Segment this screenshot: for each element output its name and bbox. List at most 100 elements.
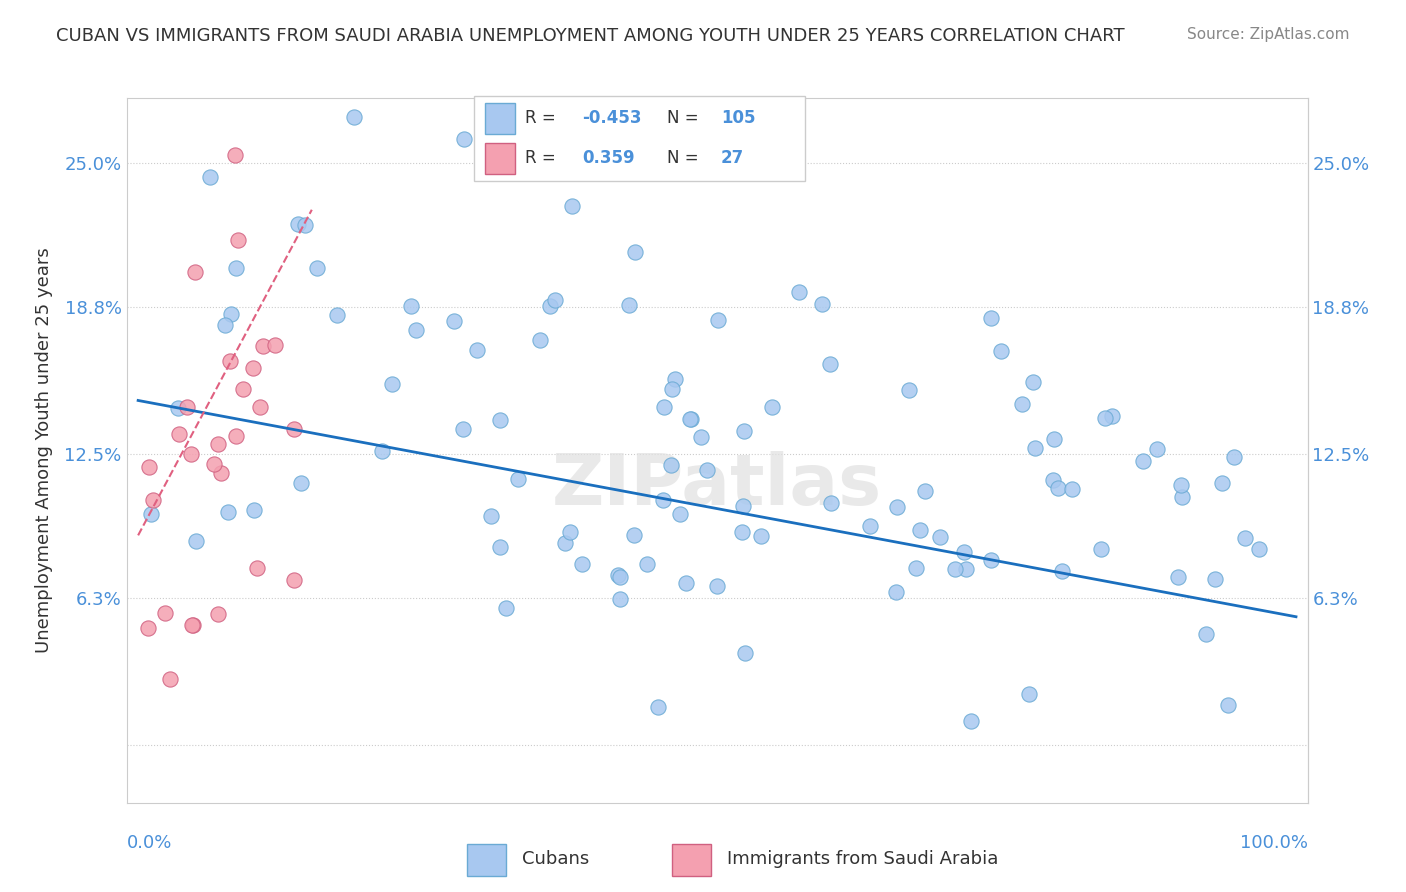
Point	[1047, 481, 1070, 495]
Point	[252, 339, 274, 353]
Point	[897, 383, 920, 397]
Point	[1101, 409, 1123, 423]
Point	[1223, 450, 1246, 465]
Point	[731, 499, 754, 513]
Text: Source: ZipAtlas.com: Source: ZipAtlas.com	[1187, 27, 1350, 42]
Point	[242, 360, 264, 375]
Point	[1216, 698, 1239, 713]
Point	[910, 523, 932, 537]
Point	[287, 217, 309, 231]
Point	[561, 198, 583, 212]
Point	[209, 466, 232, 480]
Point	[214, 318, 236, 332]
Point	[249, 400, 271, 414]
Point	[1132, 453, 1154, 467]
Point	[283, 573, 305, 587]
Point	[1060, 482, 1083, 496]
Point	[652, 400, 675, 414]
Point	[1195, 627, 1218, 641]
Point	[733, 425, 755, 439]
Point	[659, 458, 682, 472]
Point	[904, 560, 927, 574]
Point	[980, 553, 1002, 567]
Point	[669, 507, 692, 521]
Point	[443, 314, 465, 328]
Point	[761, 400, 783, 414]
Point	[558, 525, 581, 540]
Point	[218, 353, 240, 368]
Point	[290, 475, 312, 490]
Point	[217, 505, 239, 519]
Point	[858, 518, 880, 533]
Point	[226, 233, 249, 247]
Point	[1043, 433, 1066, 447]
Point	[1090, 542, 1112, 557]
Point	[283, 422, 305, 436]
Point	[1042, 474, 1064, 488]
Point	[749, 529, 772, 543]
Text: N =: N =	[666, 109, 699, 127]
Point	[1146, 442, 1168, 457]
Point	[734, 646, 756, 660]
Point	[489, 541, 512, 555]
Point	[405, 322, 427, 336]
Point	[990, 344, 1012, 359]
Bar	[485, 103, 515, 134]
Point	[952, 545, 974, 559]
Point	[529, 333, 551, 347]
Point	[1211, 475, 1233, 490]
Point	[609, 592, 631, 607]
Point	[706, 578, 728, 592]
Point	[243, 502, 266, 516]
Point	[914, 483, 936, 498]
Point	[451, 422, 474, 436]
Point	[294, 218, 316, 232]
Point	[886, 500, 908, 514]
Point	[225, 429, 247, 443]
Point	[690, 430, 713, 444]
Bar	[672, 844, 711, 876]
Point	[136, 621, 159, 635]
Point	[731, 525, 754, 540]
Point	[141, 508, 163, 522]
Point	[224, 147, 246, 161]
Text: -0.453: -0.453	[582, 109, 643, 127]
Point	[928, 530, 950, 544]
Point	[1011, 397, 1033, 411]
Point	[554, 536, 576, 550]
Point	[479, 508, 502, 523]
Point	[571, 557, 593, 571]
Text: 27: 27	[721, 149, 744, 167]
Point	[381, 377, 404, 392]
Point	[207, 437, 229, 451]
Point	[661, 383, 683, 397]
Point	[181, 617, 204, 632]
Text: R =: R =	[524, 149, 555, 167]
Point	[623, 528, 645, 542]
Point	[820, 358, 842, 372]
Point	[246, 561, 269, 575]
Point	[820, 496, 842, 510]
Point	[1249, 541, 1271, 556]
Point	[465, 343, 488, 357]
Point	[707, 312, 730, 326]
Point	[184, 533, 207, 548]
Point	[371, 444, 394, 458]
Text: 0.0%: 0.0%	[127, 834, 172, 852]
Point	[647, 699, 669, 714]
Point	[664, 372, 686, 386]
Point	[624, 245, 647, 260]
Text: N =: N =	[666, 149, 699, 167]
Point	[617, 298, 640, 312]
Point	[544, 293, 567, 308]
Y-axis label: Unemployment Among Youth under 25 years: Unemployment Among Youth under 25 years	[35, 248, 53, 653]
Bar	[467, 844, 506, 876]
Point	[1233, 531, 1256, 545]
Point	[609, 569, 631, 583]
Text: Immigrants from Saudi Arabia: Immigrants from Saudi Arabia	[727, 849, 998, 868]
Point	[198, 169, 221, 184]
Point	[1204, 572, 1226, 586]
Point	[675, 575, 697, 590]
Point	[506, 473, 529, 487]
Point	[538, 299, 561, 313]
